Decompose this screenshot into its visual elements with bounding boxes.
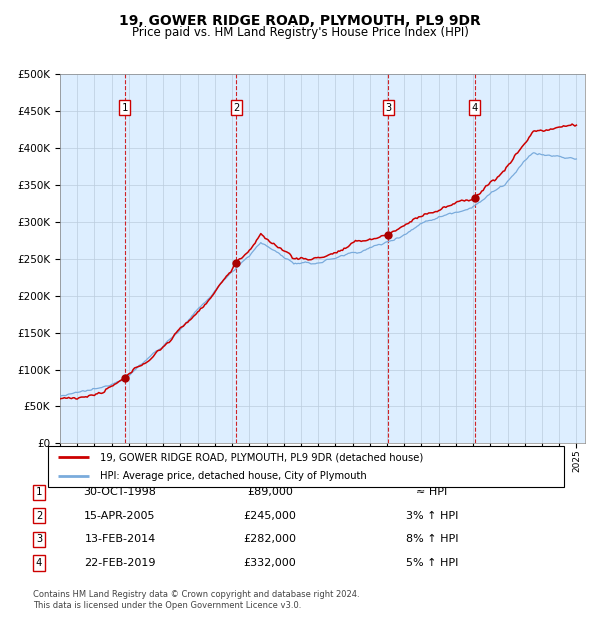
Text: Contains HM Land Registry data © Crown copyright and database right 2024.: Contains HM Land Registry data © Crown c… bbox=[33, 590, 359, 600]
Text: 22-FEB-2019: 22-FEB-2019 bbox=[84, 558, 156, 568]
Text: 1: 1 bbox=[36, 487, 42, 497]
Text: 4: 4 bbox=[472, 102, 478, 113]
Text: 15-APR-2005: 15-APR-2005 bbox=[84, 511, 156, 521]
Text: Price paid vs. HM Land Registry's House Price Index (HPI): Price paid vs. HM Land Registry's House … bbox=[131, 26, 469, 39]
Text: 2: 2 bbox=[36, 511, 42, 521]
Text: £332,000: £332,000 bbox=[244, 558, 296, 568]
Text: 3% ↑ HPI: 3% ↑ HPI bbox=[406, 511, 458, 521]
FancyBboxPatch shape bbox=[48, 446, 564, 487]
Text: 2: 2 bbox=[233, 102, 239, 113]
Text: 8% ↑ HPI: 8% ↑ HPI bbox=[406, 534, 458, 544]
Text: 19, GOWER RIDGE ROAD, PLYMOUTH, PL9 9DR (detached house): 19, GOWER RIDGE ROAD, PLYMOUTH, PL9 9DR … bbox=[100, 452, 423, 463]
Text: 30-OCT-1998: 30-OCT-1998 bbox=[83, 487, 157, 497]
Text: 3: 3 bbox=[385, 102, 392, 113]
Text: £89,000: £89,000 bbox=[247, 487, 293, 497]
Text: 5% ↑ HPI: 5% ↑ HPI bbox=[406, 558, 458, 568]
Text: ≈ HPI: ≈ HPI bbox=[416, 487, 448, 497]
Text: HPI: Average price, detached house, City of Plymouth: HPI: Average price, detached house, City… bbox=[100, 471, 367, 481]
Text: 3: 3 bbox=[36, 534, 42, 544]
Text: This data is licensed under the Open Government Licence v3.0.: This data is licensed under the Open Gov… bbox=[33, 601, 301, 611]
Text: 19, GOWER RIDGE ROAD, PLYMOUTH, PL9 9DR: 19, GOWER RIDGE ROAD, PLYMOUTH, PL9 9DR bbox=[119, 14, 481, 28]
Text: 4: 4 bbox=[36, 558, 42, 568]
Text: 1: 1 bbox=[121, 102, 128, 113]
Text: £282,000: £282,000 bbox=[244, 534, 296, 544]
Text: 13-FEB-2014: 13-FEB-2014 bbox=[85, 534, 155, 544]
Text: £245,000: £245,000 bbox=[244, 511, 296, 521]
